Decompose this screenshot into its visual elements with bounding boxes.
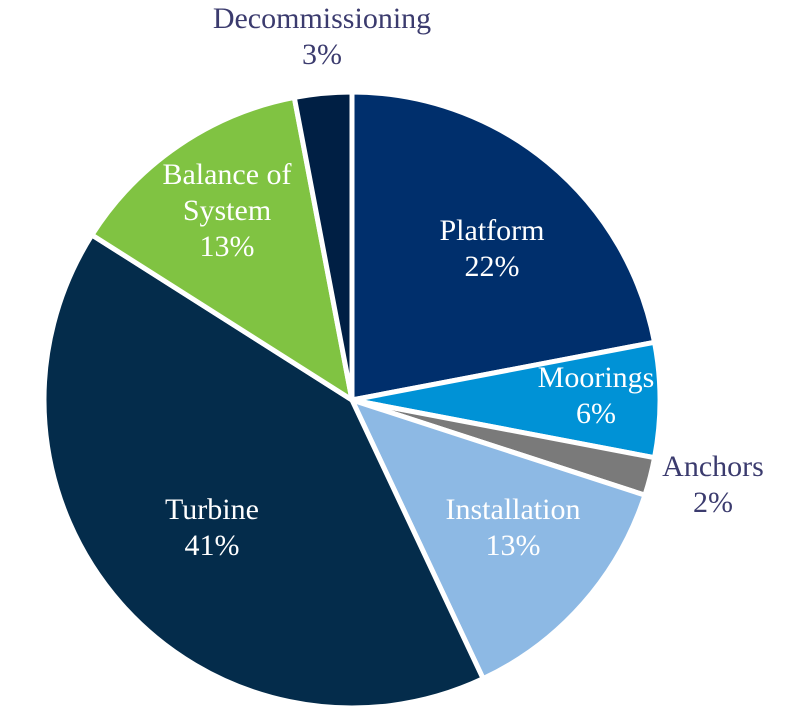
slice-label-turbine: Turbine 41% — [165, 493, 259, 562]
pie-slice-turbine — [41, 231, 487, 711]
slice-value-decommissioning: 3% — [302, 38, 342, 71]
slice-name-decommissioning: Decommissioning — [213, 2, 431, 35]
slice-label-moorings: Moorings 6% — [538, 361, 655, 430]
slice-value-balance-of-system: 13% — [200, 230, 255, 263]
slice-label-balance-of-system: Balance of System 13% — [162, 158, 291, 263]
slice-value-moorings: 6% — [576, 397, 616, 430]
slice-name-moorings: Moorings — [538, 361, 655, 394]
slice-name-anchors: Anchors — [662, 450, 764, 483]
slice-value-platform: 22% — [465, 250, 520, 283]
pie-slice-installation — [347, 395, 649, 683]
pie-slice-platform — [349, 89, 658, 404]
slice-label-platform: Platform 22% — [440, 214, 545, 283]
slice-value-anchors: 2% — [693, 486, 733, 519]
slice-name-balance-of-system: System — [183, 194, 271, 227]
pie-slice-balance-of-system — [88, 94, 356, 406]
slice-value-installation: 13% — [486, 529, 541, 562]
slice-name-turbine: Turbine — [165, 493, 259, 526]
slice-name-balance-of-system: Balance of — [162, 158, 291, 191]
slices-layer — [41, 89, 663, 711]
slice-value-turbine: 41% — [185, 529, 240, 562]
slice-name-platform: Platform — [440, 214, 545, 247]
slice-label-anchors: Anchors 2% — [662, 450, 764, 519]
labels-layer: Platform 22%Moorings 6%Anchors 2%Installati… — [162, 2, 763, 562]
pie-slice-decommissioning — [291, 89, 355, 401]
slice-label-decommissioning: Decommissioning 3% — [213, 2, 431, 71]
slice-name-installation: Installation — [446, 493, 581, 526]
slice-label-installation: Installation 13% — [446, 493, 581, 562]
